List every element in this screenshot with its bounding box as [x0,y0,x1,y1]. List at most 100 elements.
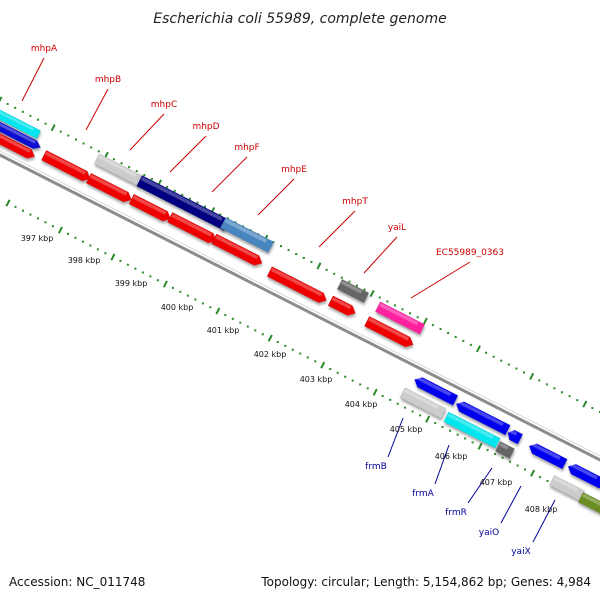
outer-ring-dot [310,260,313,263]
outer-ring-dot [14,106,17,109]
gene-feature-dark-gray [495,441,515,459]
kbp-label: 402 kbp [254,350,287,359]
inner-ring-dot [456,433,459,436]
outer-ring-dot [143,174,146,177]
outer-ring-dot [386,300,389,303]
inner-ring-dot [291,348,294,351]
inner-ring-major-tick [162,280,168,288]
outer-ring-dot [97,150,100,153]
inner-ring-dot [194,298,197,301]
gene-feature-gray [549,475,585,501]
inner-ring-dot [494,452,497,455]
kbp-label: 403 kbp [300,375,333,384]
inner-ring-major-tick [110,253,116,261]
callout-line-mhpC [129,113,165,151]
outer-ring-dot [538,379,541,382]
inner-ring-dot [276,340,279,343]
inner-ring-dot [329,368,332,371]
kbp-scale: 397 kbp 398 kbp 399 kbp 400 kbp 401 kbp 402 k… [21,234,558,514]
outer-ring-dot [302,256,305,259]
inner-ring-dot [141,271,144,274]
outer-ring-dot [431,324,434,327]
outer-ring-dot [447,332,450,335]
inner-ring-dot [404,406,407,409]
gene-feature-cyan [443,411,501,449]
callout-line-yaiO [500,485,522,524]
outer-ring-dot [348,280,351,283]
inner-ring-dot [524,468,527,471]
gene-feature-red [128,193,171,222]
inner-ring-dot [434,422,437,425]
inner-ring-dot [381,395,384,398]
outer-ring-dot [181,193,184,196]
outer-ring-dot [545,383,548,386]
gene-feature-olive [577,491,600,517]
outer-ring-dot [36,118,39,121]
gene-feature-gray [399,387,447,419]
inner-ring-major-tick [320,361,326,369]
kbp-label: 398 kbp [68,256,101,265]
outer-ring-dot [401,308,404,311]
gene-feature-red [327,295,356,316]
inner-ring-dot [516,464,519,467]
inner-ring-dot [254,329,257,332]
gene-feature-red [41,149,91,182]
inner-ring-dot [359,383,362,386]
inner-ring-dot [156,279,159,282]
gene-feature-blue [0,114,41,150]
outer-ring-dot [196,201,199,204]
outer-ring-dot [507,363,510,366]
kbp-label: 407 kbp [480,478,513,487]
outer-ring-dot [120,162,123,165]
topology-text: Topology: circular; Length: 5,154,862 bp… [260,575,591,589]
inner-tick-ring [5,199,600,509]
inner-ring-dot [389,398,392,401]
inner-ring-dot [171,286,174,289]
callout-line-frmB [387,417,404,458]
outer-ring-dot [333,272,336,275]
outer-ring-major-tick [0,96,3,103]
gene-feature-dark-gray [336,278,370,304]
inner-ring-major-tick [57,226,63,234]
outer-ring-dot [553,387,556,390]
outer-ring-major-tick [369,289,375,298]
inner-ring-dot [441,425,444,428]
outer-ring-dot [112,158,115,161]
outer-ring-dot [135,170,138,173]
outer-ring-dot [393,304,396,307]
gene-label-mhpD: mhpD [192,122,219,132]
inner-ring-dot [36,217,39,220]
inner-ring-major-tick [372,388,378,396]
inner-ring-dot [134,267,137,270]
callout-line-mhpF [211,156,248,193]
outer-ring-dot [492,355,495,358]
inner-ring-dot [51,225,54,228]
gene-label-frmA: frmA [412,489,434,499]
callout-line-mhpT [318,210,356,248]
inner-ring-dot [201,302,204,305]
inner-ring-dot [261,333,264,336]
gene-features [0,103,600,517]
outer-ring-dot [454,335,457,338]
gene-label-mhpF: mhpF [234,143,259,153]
outer-ring-major-tick [50,124,56,132]
outer-ring-dot [469,343,472,346]
callout-line-mhpD [169,135,207,173]
gene-label-mhpT: mhpT [342,197,368,207]
callout-line-mhpA [21,57,45,102]
outer-ring-dot [409,312,412,315]
callout-line-mhpB [85,88,109,131]
inner-ring-dot [179,290,182,293]
inner-ring-dot [539,476,542,479]
gene-label-yaiL: yaiL [388,223,406,233]
map-title: Escherichia coli 55989, complete genome [153,11,446,27]
outer-ring-major-tick [475,345,481,353]
kbp-label: 400 kbp [161,303,194,312]
inner-ring-dot [246,325,249,328]
outer-ring-dot [128,166,131,169]
gene-label-frmR: frmR [445,508,467,518]
inner-ring-dot [464,437,467,440]
callout-line-mhpE [257,178,295,216]
outer-ring-dot [591,407,594,410]
